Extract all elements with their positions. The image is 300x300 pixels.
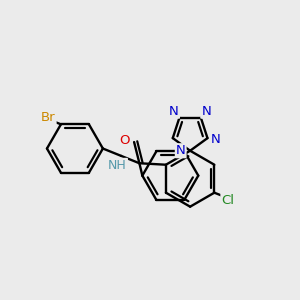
Text: O: O bbox=[119, 134, 130, 147]
Text: N: N bbox=[176, 144, 186, 157]
Text: N: N bbox=[201, 105, 211, 118]
Text: NH: NH bbox=[108, 159, 127, 172]
Text: N: N bbox=[211, 133, 220, 146]
Text: Cl: Cl bbox=[221, 194, 234, 207]
Text: Br: Br bbox=[41, 111, 56, 124]
Text: N: N bbox=[169, 105, 179, 118]
